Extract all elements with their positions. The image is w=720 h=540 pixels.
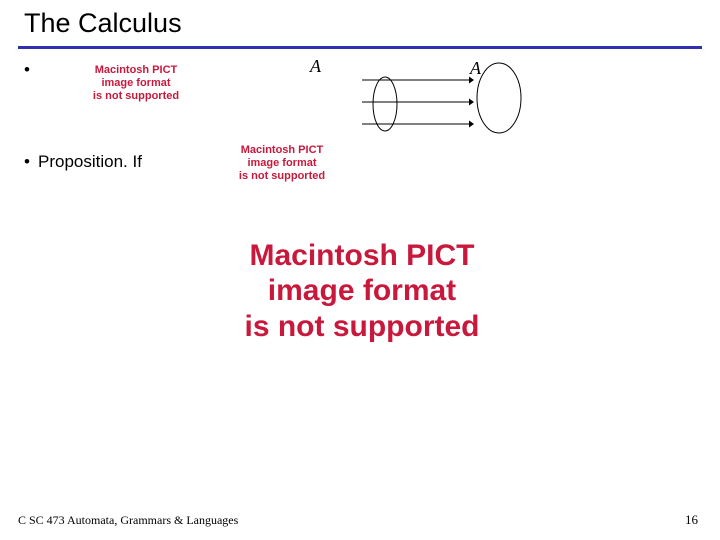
page-number: 16 [685,512,698,528]
diagram-arrows [362,66,492,146]
pict-error-large: Macintosh PICTimage formatis not support… [212,238,512,344]
bullet-1-dot: • [24,60,30,80]
bullet-2-dot: • [24,152,38,172]
bullet-2-text: Proposition. If [38,152,142,171]
pict-error-small-2: Macintosh PICTimage formatis not support… [202,144,362,183]
page-title: The Calculus [24,8,182,39]
slide: The Calculus • A A •Proposition. If Maci… [0,0,720,540]
title-underline [18,46,702,49]
diagram-label-a-left: A [310,56,321,77]
footer-text: C SC 473 Automata, Grammars & Languages [18,513,238,528]
pict-error-small-1: Macintosh PICTimage formatis not support… [56,64,216,104]
bullet-2: •Proposition. If [24,152,142,172]
